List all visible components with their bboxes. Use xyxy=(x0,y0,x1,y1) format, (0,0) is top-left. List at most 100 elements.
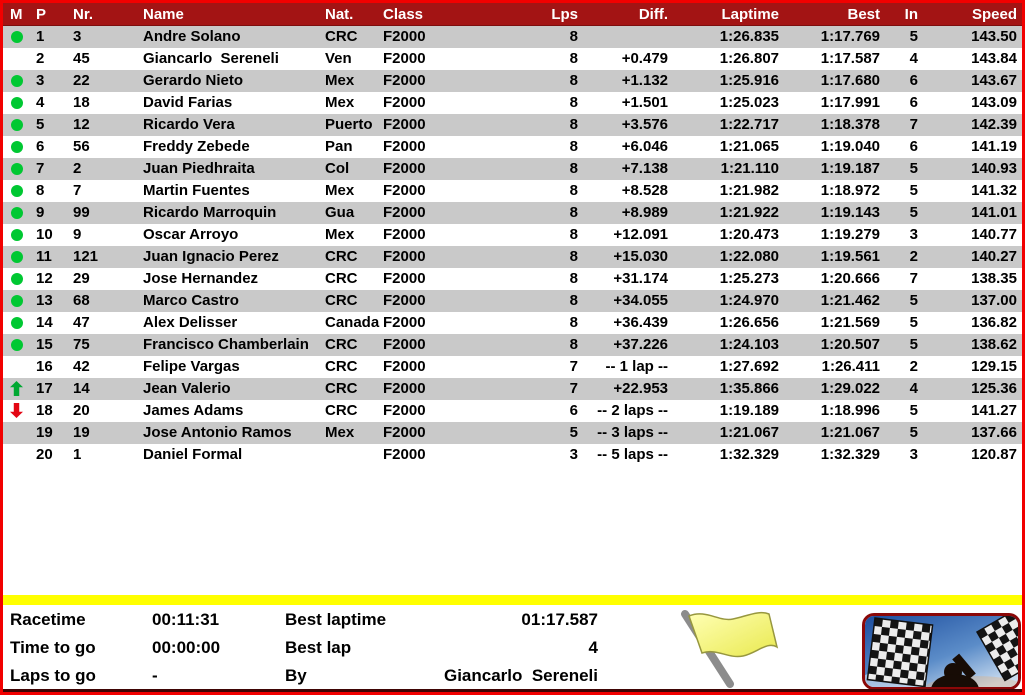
table-row[interactable]: 7 2 Juan Piedhraita Col F2000 8 +7.138 1… xyxy=(3,158,1022,180)
table-row[interactable]: 2 45 Giancarlo Sereneli Ven F2000 8 +0.4… xyxy=(3,48,1022,70)
position-cell: 5 xyxy=(36,116,45,133)
laps-to-go-value: - xyxy=(152,666,158,685)
class-cell: F2000 xyxy=(383,182,426,199)
col-header-nat: Nat. xyxy=(325,6,354,23)
table-row[interactable]: 19 19 Jose Antonio Ramos Mex F2000 5 -- … xyxy=(3,422,1022,444)
best-in-lap-cell: 5 xyxy=(909,424,918,441)
speed-cell: 140.93 xyxy=(971,160,1017,177)
driver-name-cell: Felipe Vargas xyxy=(143,358,240,375)
best-laptime-value: 01:17.587 xyxy=(521,610,598,629)
laptime-cell: 1:22.080 xyxy=(719,248,779,265)
speed-cell: 125.36 xyxy=(971,380,1017,397)
table-row[interactable]: 3 22 Gerardo Nieto Mex F2000 8 +1.132 1:… xyxy=(3,70,1022,92)
nationality-cell: Col xyxy=(325,160,350,177)
standings-rows: 1 3 Andre Solano CRC F2000 8 1:26.835 1:… xyxy=(3,26,1022,466)
best-lap-by-value: Giancarlo Sereneli xyxy=(443,666,598,685)
speed-cell: 120.87 xyxy=(971,446,1017,463)
car-number-cell: 18 xyxy=(73,94,90,111)
speed-cell: 140.77 xyxy=(971,226,1017,243)
car-number-cell: 47 xyxy=(73,314,90,331)
position-marker-icon xyxy=(11,273,23,285)
nationality-cell: Gua xyxy=(325,204,355,221)
table-row[interactable]: 9 99 Ricardo Marroquin Gua F2000 8 +8.98… xyxy=(3,202,1022,224)
marker-cell xyxy=(3,136,31,158)
best-lap-cell: 1:19.561 xyxy=(820,248,880,265)
laptime-cell: 1:21.067 xyxy=(719,424,779,441)
marker-cell xyxy=(3,224,31,246)
laptime-cell: 1:26.656 xyxy=(719,314,779,331)
position-marker-icon xyxy=(11,141,23,153)
speed-cell: 129.15 xyxy=(971,358,1017,375)
position-marker-icon xyxy=(11,185,23,197)
laptime-cell: 1:25.023 xyxy=(719,94,779,111)
position-cell: 15 xyxy=(36,336,53,353)
standings-header: M P Nr. Name Nat. Class Lps Diff. Laptim… xyxy=(3,3,1022,26)
table-row[interactable]: 10 9 Oscar Arroyo Mex F2000 8 +12.091 1:… xyxy=(3,224,1022,246)
laps-to-go-label: Laps to go xyxy=(10,666,96,685)
speed-cell: 143.50 xyxy=(971,28,1017,45)
driver-name-cell: Francisco Chamberlain xyxy=(143,336,309,353)
speed-cell: 136.82 xyxy=(971,314,1017,331)
diff-cell: +8.528 xyxy=(621,182,668,199)
nationality-cell: CRC xyxy=(325,336,358,353)
car-number-cell: 29 xyxy=(73,270,90,287)
table-row[interactable]: 12 29 Jose Hernandez CRC F2000 8 +31.174… xyxy=(3,268,1022,290)
speed-cell: 143.84 xyxy=(971,50,1017,67)
marker-cell xyxy=(3,26,31,48)
table-row[interactable]: 13 68 Marco Castro CRC F2000 8 +34.055 1… xyxy=(3,290,1022,312)
marker-cell xyxy=(3,290,31,312)
laptime-cell: 1:25.916 xyxy=(719,72,779,89)
best-lap-cell: 1:19.040 xyxy=(820,138,880,155)
table-row[interactable]: 5 12 Ricardo Vera Puerto F2000 8 +3.576 … xyxy=(3,114,1022,136)
col-header-marker: M xyxy=(10,6,23,23)
best-in-lap-cell: 5 xyxy=(909,182,918,199)
footer-bottom-line xyxy=(3,689,1022,692)
diff-cell: +34.055 xyxy=(613,292,668,309)
table-row[interactable]: 1 3 Andre Solano CRC F2000 8 1:26.835 1:… xyxy=(3,26,1022,48)
best-lap-value: 4 xyxy=(588,638,598,657)
marker-cell xyxy=(3,422,31,444)
position-cell: 2 xyxy=(36,50,45,67)
nationality-cell: CRC xyxy=(325,270,358,287)
nationality-cell: Canada xyxy=(325,314,380,331)
laptime-cell: 1:24.103 xyxy=(719,336,779,353)
best-lap-cell: 1:17.680 xyxy=(820,72,880,89)
table-row[interactable]: 15 75 Francisco Chamberlain CRC F2000 8 … xyxy=(3,334,1022,356)
laps-cell: 8 xyxy=(569,116,578,133)
table-row[interactable]: 6 56 Freddy Zebede Pan F2000 8 +6.046 1:… xyxy=(3,136,1022,158)
diff-cell: +7.138 xyxy=(621,160,668,177)
position-marker-icon xyxy=(10,381,23,396)
class-cell: F2000 xyxy=(383,336,426,353)
col-header-class: Class xyxy=(383,6,424,23)
speed-cell: 141.19 xyxy=(971,138,1017,155)
position-cell: 4 xyxy=(36,94,45,111)
laptime-cell: 1:22.717 xyxy=(719,116,779,133)
position-cell: 1 xyxy=(36,28,45,45)
table-row[interactable]: 16 42 Felipe Vargas CRC F2000 7 -- 1 lap… xyxy=(3,356,1022,378)
speed-cell: 138.35 xyxy=(971,270,1017,287)
diff-cell: +37.226 xyxy=(613,336,668,353)
nationality-cell xyxy=(325,444,382,466)
class-cell: F2000 xyxy=(383,270,426,287)
nationality-cell: Pan xyxy=(325,138,353,155)
col-header-laptime: Laptime xyxy=(721,6,779,23)
table-row[interactable]: 20 1 Daniel Formal F2000 3 -- 5 laps -- … xyxy=(3,444,1022,466)
table-row[interactable]: 17 14 Jean Valerio CRC F2000 7 +22.953 1… xyxy=(3,378,1022,400)
col-header-name: Name xyxy=(143,6,184,23)
table-row[interactable]: 8 7 Martin Fuentes Mex F2000 8 +8.528 1:… xyxy=(3,180,1022,202)
table-row[interactable]: 11 121 Juan Ignacio Perez CRC F2000 8 +1… xyxy=(3,246,1022,268)
best-in-lap-cell: 4 xyxy=(909,50,918,67)
table-row[interactable]: 14 47 Alex Delisser Canada F2000 8 +36.4… xyxy=(3,312,1022,334)
position-marker-icon xyxy=(11,75,23,87)
car-number-cell: 12 xyxy=(73,116,90,133)
table-row[interactable]: 18 20 James Adams CRC F2000 6 -- 2 laps … xyxy=(3,400,1022,422)
best-in-lap-cell: 5 xyxy=(909,402,918,419)
marker-cell xyxy=(3,202,31,224)
laps-cell: 8 xyxy=(569,72,578,89)
diff-cell: +6.046 xyxy=(621,138,668,155)
nationality-cell: Puerto xyxy=(325,116,373,133)
laps-cell: 8 xyxy=(569,248,578,265)
class-cell: F2000 xyxy=(383,50,426,67)
diff-cell: -- 5 laps -- xyxy=(597,446,668,463)
table-row[interactable]: 4 18 David Farias Mex F2000 8 +1.501 1:2… xyxy=(3,92,1022,114)
